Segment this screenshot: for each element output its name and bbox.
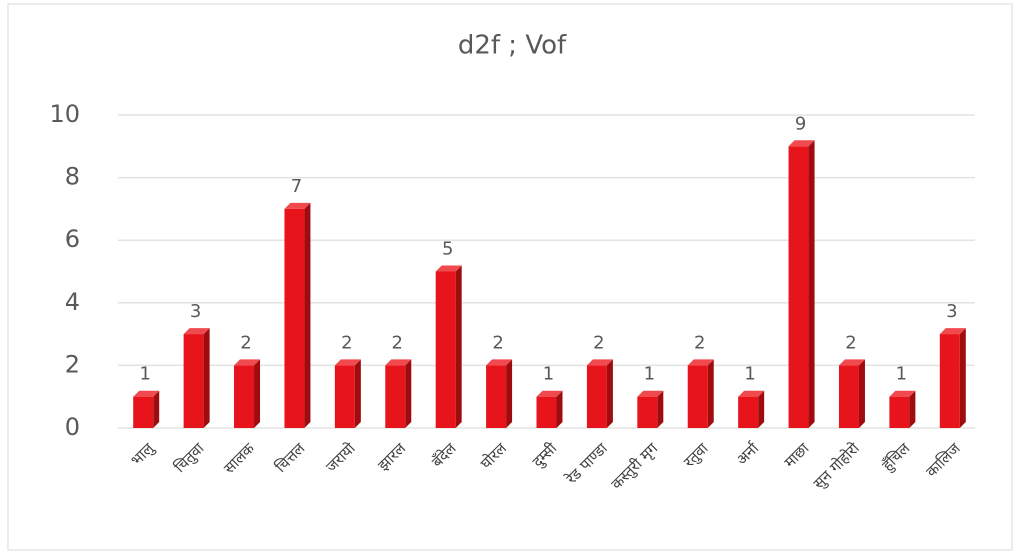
bar (536, 396, 557, 428)
data-label: 2 (694, 332, 705, 353)
bar-top (939, 328, 966, 335)
bar-side (304, 202, 311, 428)
bar-top (637, 390, 664, 397)
bar-side (808, 140, 815, 429)
bar (586, 365, 607, 428)
data-label: 2 (492, 332, 503, 353)
bar-side (606, 359, 613, 428)
bar (788, 146, 809, 429)
data-label: 2 (593, 332, 604, 353)
bar-side (707, 359, 714, 428)
bar (234, 365, 255, 428)
bar-top (334, 359, 361, 366)
chart-title: d2f ; Vof (458, 31, 567, 61)
bar (838, 365, 859, 428)
y-tick-label: 6 (65, 225, 80, 253)
bar-top (838, 359, 865, 366)
bar-top (486, 359, 513, 366)
bar (939, 334, 960, 428)
bar-side (153, 390, 160, 428)
y-tick-label: 0 (65, 413, 80, 441)
bar-side (506, 359, 513, 428)
data-label: 5 (442, 239, 453, 260)
bar-top (586, 359, 613, 366)
bar-top (183, 328, 210, 335)
bar-side (254, 359, 261, 428)
bar (284, 208, 305, 428)
bar-top (536, 390, 563, 397)
bar (385, 365, 406, 428)
bar-side (959, 328, 966, 428)
bar (889, 396, 910, 428)
bar (687, 365, 708, 428)
bar (637, 396, 658, 428)
bar-top (234, 359, 261, 366)
data-label: 3 (190, 301, 201, 322)
data-label: 1 (896, 364, 907, 385)
bar (133, 396, 154, 428)
data-label: 1 (543, 364, 554, 385)
bar-top (788, 140, 815, 147)
bar (183, 334, 204, 428)
data-label: 2 (845, 332, 856, 353)
bar-side (556, 390, 563, 428)
data-label: 2 (240, 332, 251, 353)
data-label: 9 (795, 113, 806, 134)
data-label: 2 (341, 332, 352, 353)
bar-top (284, 202, 311, 209)
bar-top (435, 265, 462, 272)
y-tick-label: 10 (49, 100, 80, 128)
bar-side (657, 390, 664, 428)
bar (435, 271, 456, 428)
bar (486, 365, 507, 428)
bar-side (405, 359, 412, 428)
data-label: 3 (946, 301, 957, 322)
bar-top (133, 390, 160, 397)
bar-top (385, 359, 412, 366)
bar (738, 396, 759, 428)
bar-side (858, 359, 865, 428)
data-label: 2 (392, 332, 403, 353)
data-label: 1 (139, 364, 150, 385)
bar-side (455, 265, 462, 428)
data-label: 7 (291, 176, 302, 197)
bar-side (909, 390, 916, 428)
y-tick-label: 2 (65, 350, 80, 378)
y-tick-label: 4 (65, 288, 80, 316)
bar-top (889, 390, 916, 397)
bar-side (758, 390, 765, 428)
bar-top (687, 359, 714, 366)
bar-top (738, 390, 765, 397)
y-tick-label: 8 (65, 163, 80, 191)
chart-frame (7, 3, 1013, 551)
bar (334, 365, 355, 428)
bar-side (203, 328, 210, 428)
bar-side (354, 359, 361, 428)
data-label: 1 (644, 364, 655, 385)
data-label: 1 (744, 364, 755, 385)
